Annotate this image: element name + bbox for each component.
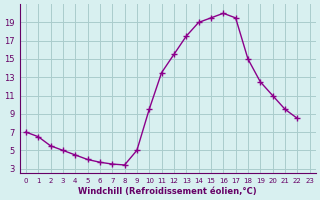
X-axis label: Windchill (Refroidissement éolien,°C): Windchill (Refroidissement éolien,°C) [78,187,257,196]
